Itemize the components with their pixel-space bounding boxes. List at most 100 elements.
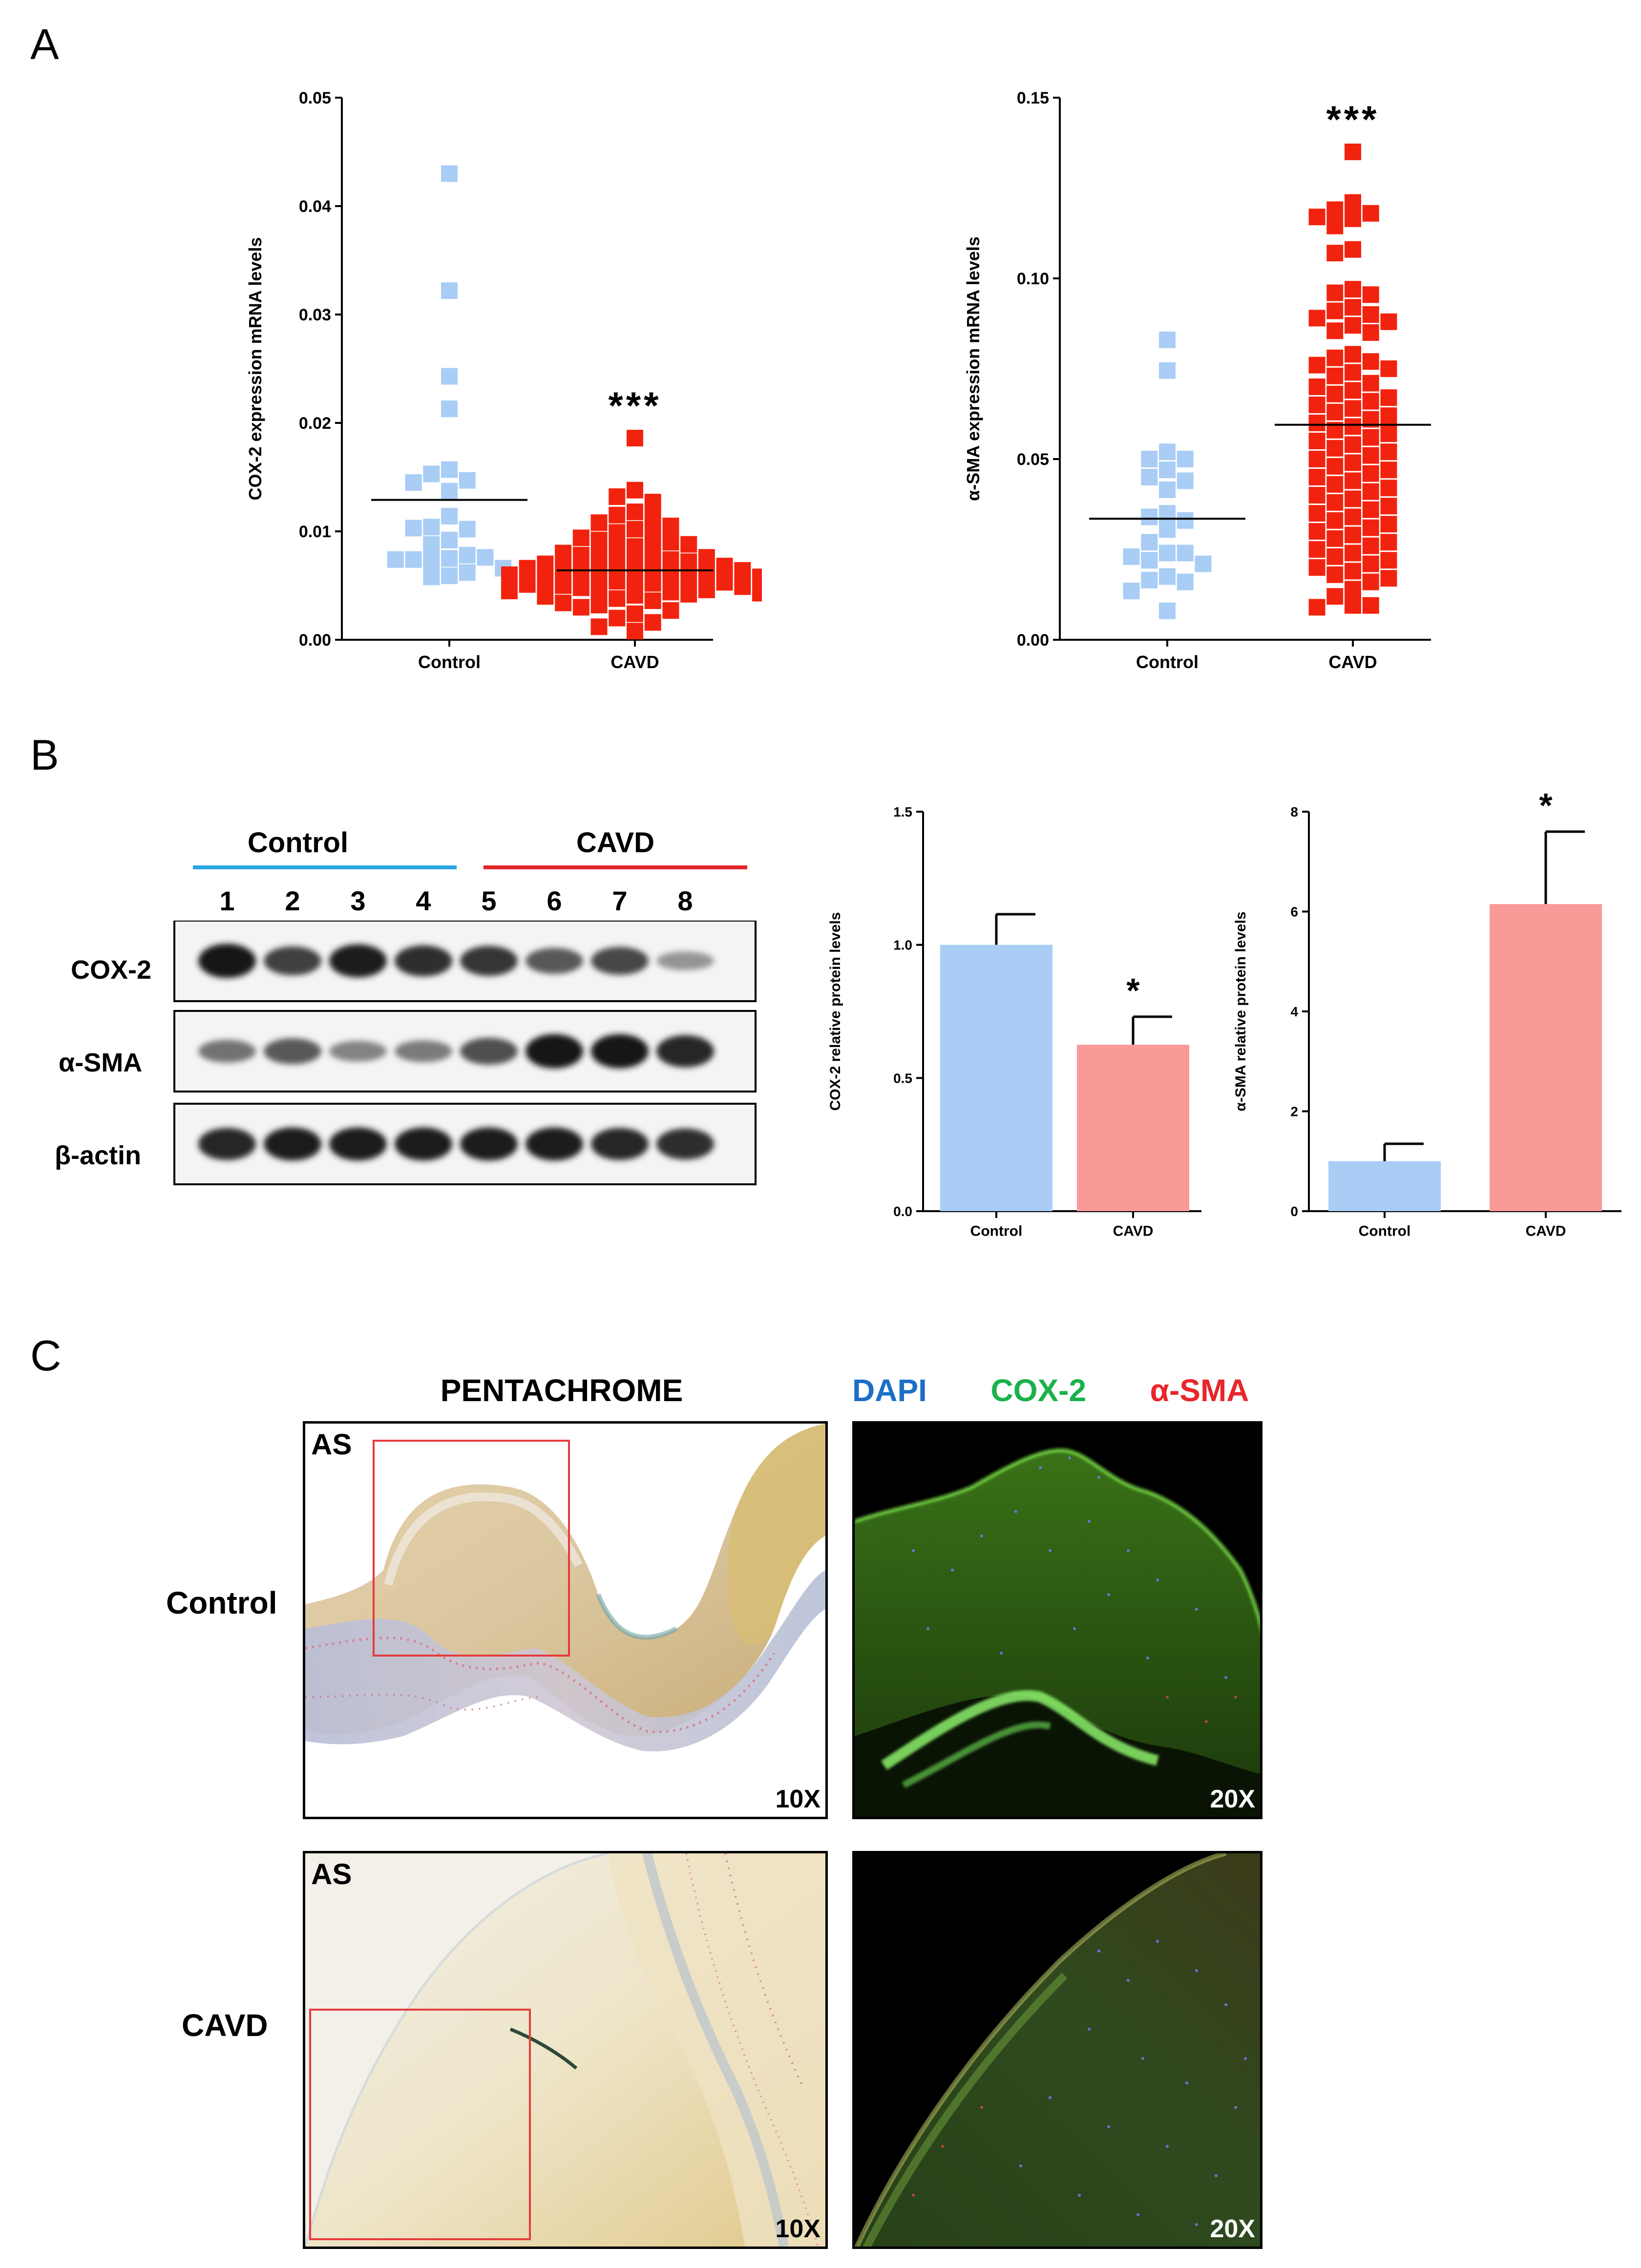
control-group-label: Control bbox=[247, 827, 349, 859]
blot-band bbox=[526, 947, 583, 974]
data-point bbox=[1345, 317, 1361, 334]
data-point bbox=[423, 519, 440, 536]
blot-band bbox=[656, 1128, 714, 1160]
y-tick-label: 1.5 bbox=[893, 804, 912, 819]
data-point bbox=[405, 474, 422, 491]
data-point bbox=[572, 579, 589, 596]
data-point bbox=[537, 571, 554, 588]
y-tick-label: 6 bbox=[1290, 904, 1298, 920]
data-point bbox=[627, 538, 643, 555]
data-point bbox=[1308, 378, 1325, 395]
pentachrome-cavd-image: AS 10X bbox=[303, 1851, 828, 2249]
data-point bbox=[752, 585, 762, 602]
data-point bbox=[1141, 552, 1158, 569]
y-tick-label: 4 bbox=[1290, 1004, 1298, 1019]
data-point bbox=[680, 569, 697, 587]
lane-number: 4 bbox=[416, 885, 431, 916]
data-point bbox=[1159, 481, 1176, 498]
panel-c-letter: C bbox=[30, 1331, 62, 1380]
data-point bbox=[1177, 472, 1194, 489]
data-point bbox=[1345, 490, 1361, 507]
blot-band bbox=[656, 1035, 714, 1068]
data-point bbox=[1123, 548, 1140, 565]
data-point bbox=[1326, 284, 1344, 301]
data-point bbox=[716, 558, 733, 575]
bar bbox=[1328, 1161, 1441, 1211]
data-point bbox=[1345, 382, 1361, 399]
data-point bbox=[1345, 472, 1361, 489]
data-point bbox=[1123, 583, 1140, 600]
data-point bbox=[1362, 324, 1379, 341]
data-point bbox=[1308, 523, 1325, 540]
data-point bbox=[662, 584, 679, 601]
lane-number: 1 bbox=[219, 885, 235, 916]
data-point bbox=[1308, 599, 1325, 616]
significance-label: *** bbox=[608, 384, 661, 427]
y-tick-label: 0.00 bbox=[1017, 631, 1049, 650]
data-point bbox=[1326, 548, 1344, 565]
data-point bbox=[752, 568, 762, 586]
y-tick-label: 0.01 bbox=[299, 523, 331, 541]
bar bbox=[940, 945, 1052, 1211]
data-point bbox=[1362, 597, 1379, 614]
data-point bbox=[1345, 545, 1361, 562]
data-point bbox=[1362, 375, 1379, 392]
data-point bbox=[1345, 597, 1361, 614]
data-point bbox=[1345, 581, 1361, 598]
y-tick-label: 0.00 bbox=[299, 631, 331, 650]
data-point bbox=[644, 510, 661, 527]
x-tick-label: CAVD bbox=[610, 652, 659, 672]
y-tick-label: 0.10 bbox=[1017, 270, 1049, 288]
data-point bbox=[1177, 451, 1194, 467]
data-point bbox=[1380, 389, 1397, 406]
legend-asma: α-SMA bbox=[1150, 1373, 1249, 1408]
data-point bbox=[1308, 451, 1325, 467]
pentachrome-title: PENTACHROME bbox=[440, 1373, 683, 1408]
data-point bbox=[1159, 568, 1176, 585]
data-point bbox=[1380, 534, 1397, 551]
y-tick-label: 1.0 bbox=[893, 938, 912, 953]
significance-label: *** bbox=[1326, 98, 1379, 141]
data-point bbox=[1362, 465, 1379, 482]
data-point bbox=[1362, 537, 1379, 554]
x-tick-label: CAVD bbox=[1113, 1223, 1154, 1239]
data-point bbox=[1159, 521, 1176, 538]
data-point bbox=[734, 562, 751, 579]
y-tick-label: 0.04 bbox=[299, 197, 331, 216]
panel-b-letter: B bbox=[30, 731, 59, 779]
data-point bbox=[1308, 505, 1325, 522]
data-point bbox=[1362, 501, 1379, 518]
fluorescence-control-image: 20X bbox=[852, 1421, 1262, 1819]
y-axis-label: α-SMA relative protein levels bbox=[1233, 911, 1249, 1111]
x-tick-label: Control bbox=[1136, 652, 1199, 672]
y-tick-label: 2 bbox=[1290, 1104, 1298, 1119]
data-point bbox=[1326, 217, 1344, 234]
blot-band bbox=[591, 1128, 649, 1160]
data-point bbox=[680, 536, 697, 553]
data-point bbox=[716, 574, 733, 591]
data-point bbox=[590, 514, 608, 531]
data-point bbox=[1380, 443, 1397, 461]
fluorescence-cavd-image: 20X bbox=[852, 1851, 1262, 2249]
data-point bbox=[1362, 353, 1379, 370]
legend-cox2: COX-2 bbox=[990, 1373, 1087, 1408]
data-point bbox=[698, 565, 715, 582]
significance-label: * bbox=[1539, 786, 1553, 824]
data-point bbox=[1380, 552, 1397, 569]
data-point bbox=[1326, 367, 1344, 384]
data-point bbox=[1159, 462, 1176, 479]
blot-label-bactin: β-actin bbox=[55, 1141, 141, 1170]
x-tick-label: Control bbox=[418, 652, 481, 672]
magnification-label: 10X bbox=[775, 2215, 820, 2243]
blot-band bbox=[460, 1037, 518, 1065]
data-point bbox=[590, 531, 608, 548]
data-point bbox=[609, 590, 626, 607]
data-point bbox=[1326, 458, 1344, 475]
y-tick-label: 0 bbox=[1290, 1204, 1298, 1219]
data-point bbox=[1345, 281, 1361, 298]
data-point bbox=[441, 550, 458, 567]
data-point bbox=[441, 368, 458, 385]
data-point bbox=[1326, 512, 1344, 529]
data-point bbox=[477, 549, 494, 566]
data-point bbox=[1362, 393, 1379, 410]
